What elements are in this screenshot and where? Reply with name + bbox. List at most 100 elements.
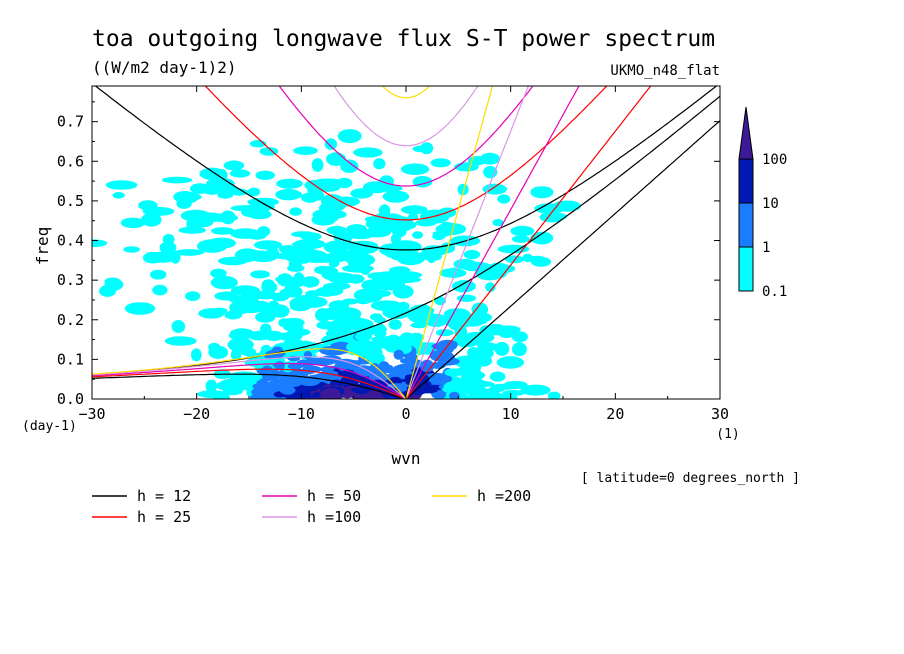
spectral-power-blob — [484, 390, 497, 399]
spectral-power-blob — [492, 219, 504, 227]
spectral-power-blob — [345, 253, 376, 267]
spectral-power-blob — [316, 321, 335, 330]
spectral-power-blob — [324, 138, 338, 150]
spectral-power-blob — [400, 205, 428, 215]
colorbar-label: 100 — [762, 152, 787, 168]
spectral-power-core — [343, 388, 353, 399]
spectral-power-blob — [431, 342, 456, 350]
spectral-power-blob — [189, 183, 210, 194]
spectral-power-blob — [255, 170, 275, 180]
spectral-power-blob — [279, 245, 299, 254]
spectral-power-blob — [120, 217, 146, 229]
spectral-power-blob — [247, 187, 261, 197]
spectral-power-blob — [397, 301, 410, 312]
spectral-power-blob — [435, 329, 454, 337]
plot-area: −30 −20 −10 0 10 20 30 0.0 0.1 0.2 0.3 0.4 0.5 0.6 0.7 — [57, 85, 729, 423]
dispersion-curve — [92, 348, 407, 399]
spectral-power-blob — [161, 176, 193, 184]
spectral-power-core — [379, 361, 390, 370]
spectral-power-core — [394, 364, 414, 372]
spectral-power-blob — [437, 225, 463, 234]
spectral-power-core — [312, 392, 323, 398]
y-tick-label: 0.5 — [57, 192, 84, 210]
spectral-power-blob — [486, 323, 507, 336]
spectral-power-blob — [341, 241, 372, 251]
spectral-power-core — [393, 349, 405, 360]
spectral-power-blob — [217, 256, 248, 266]
spectral-power-blob — [259, 147, 279, 156]
chart-title: toa outgoing longwave flux S-T power spe… — [92, 26, 715, 52]
spectral-power-blob — [430, 158, 451, 168]
spectral-power-blob — [238, 330, 249, 344]
spectral-power-blob — [448, 391, 460, 399]
spectral-power-blob — [547, 391, 561, 399]
x-unit-label: (1) — [716, 427, 739, 442]
spectral-power-blob — [229, 188, 249, 196]
spectral-power-blob — [456, 376, 474, 391]
y-tick-label: 0.7 — [57, 113, 84, 131]
spectral-power-blob — [112, 192, 125, 199]
spectral-power-blob — [265, 308, 288, 316]
spectral-power-blob — [99, 285, 117, 297]
dispersion-curve — [92, 362, 407, 399]
x-tick-label: −30 — [78, 405, 105, 423]
spectral-power-blob — [211, 307, 228, 314]
legend-label: h = 25 — [137, 508, 191, 526]
spectral-power-blob — [224, 310, 243, 320]
legend: h = 12 h = 25 h = 50 h =100 h =200 — [92, 487, 531, 526]
spectral-power-blob — [531, 257, 552, 267]
spectral-power-blob — [379, 175, 394, 189]
spectral-power-blob — [354, 325, 376, 337]
spectral-power-blob — [197, 390, 228, 398]
spectral-power-blob — [293, 272, 305, 285]
dispersion-curve — [204, 86, 608, 221]
spectral-power-blob — [301, 276, 320, 288]
spectral-power-blob — [230, 228, 261, 239]
x-tick-label: 0 — [401, 405, 410, 423]
y-tick-label: 0.4 — [57, 232, 84, 250]
spectral-power-blob — [323, 240, 349, 254]
spectral-power-blob — [180, 191, 199, 204]
spectral-power-blob — [494, 341, 510, 356]
spectral-power-blob — [497, 194, 511, 204]
spectral-power-core — [322, 387, 341, 398]
colorbar-label: 10 — [762, 196, 779, 212]
spectral-power-blob — [346, 340, 368, 354]
spectral-power-blob — [104, 277, 121, 286]
spectral-power-blob — [511, 331, 528, 343]
spectral-power-blob — [456, 365, 481, 377]
colorbar-label: 1 — [762, 240, 770, 256]
spectral-power-blob — [337, 129, 362, 144]
spectral-power-blob — [124, 302, 156, 315]
spectral-power-blob — [457, 183, 469, 196]
spectral-power-core — [260, 366, 273, 374]
spectral-power-blob — [105, 180, 138, 190]
spectral-power-blob — [239, 250, 269, 257]
spectral-power-blob — [530, 186, 554, 199]
spectral-power-blob — [191, 348, 202, 362]
x-axis-label: wvn — [392, 449, 421, 468]
spectral-power-blob — [229, 169, 251, 178]
spectral-power-blob — [417, 316, 437, 325]
spectral-power-blob — [371, 336, 397, 343]
spectral-power-blob — [171, 320, 186, 333]
spectral-power-blob — [257, 226, 271, 237]
spectral-power-blob — [228, 371, 261, 382]
spectral-power-blob — [150, 269, 167, 280]
spectral-power-blob — [408, 213, 419, 221]
spectral-power-blob — [211, 180, 235, 193]
spectral-power-blob — [353, 147, 383, 158]
spectral-power-blob — [418, 252, 429, 259]
spectral-power-blob — [326, 152, 346, 166]
spectral-power-blob — [364, 227, 391, 238]
spectral-power-blob — [485, 282, 496, 293]
spectral-power-blob — [340, 159, 359, 173]
legend-label: h =200 — [477, 487, 531, 505]
spectral-power-blob — [355, 290, 383, 303]
spectral-power-blob — [138, 200, 158, 211]
spectral-power-blob — [185, 291, 201, 301]
spectral-power-blob — [451, 280, 476, 293]
spectral-power-blob — [400, 332, 414, 342]
y-tick-label: 0.1 — [57, 350, 84, 368]
y-axis-label: freq — [33, 227, 52, 266]
